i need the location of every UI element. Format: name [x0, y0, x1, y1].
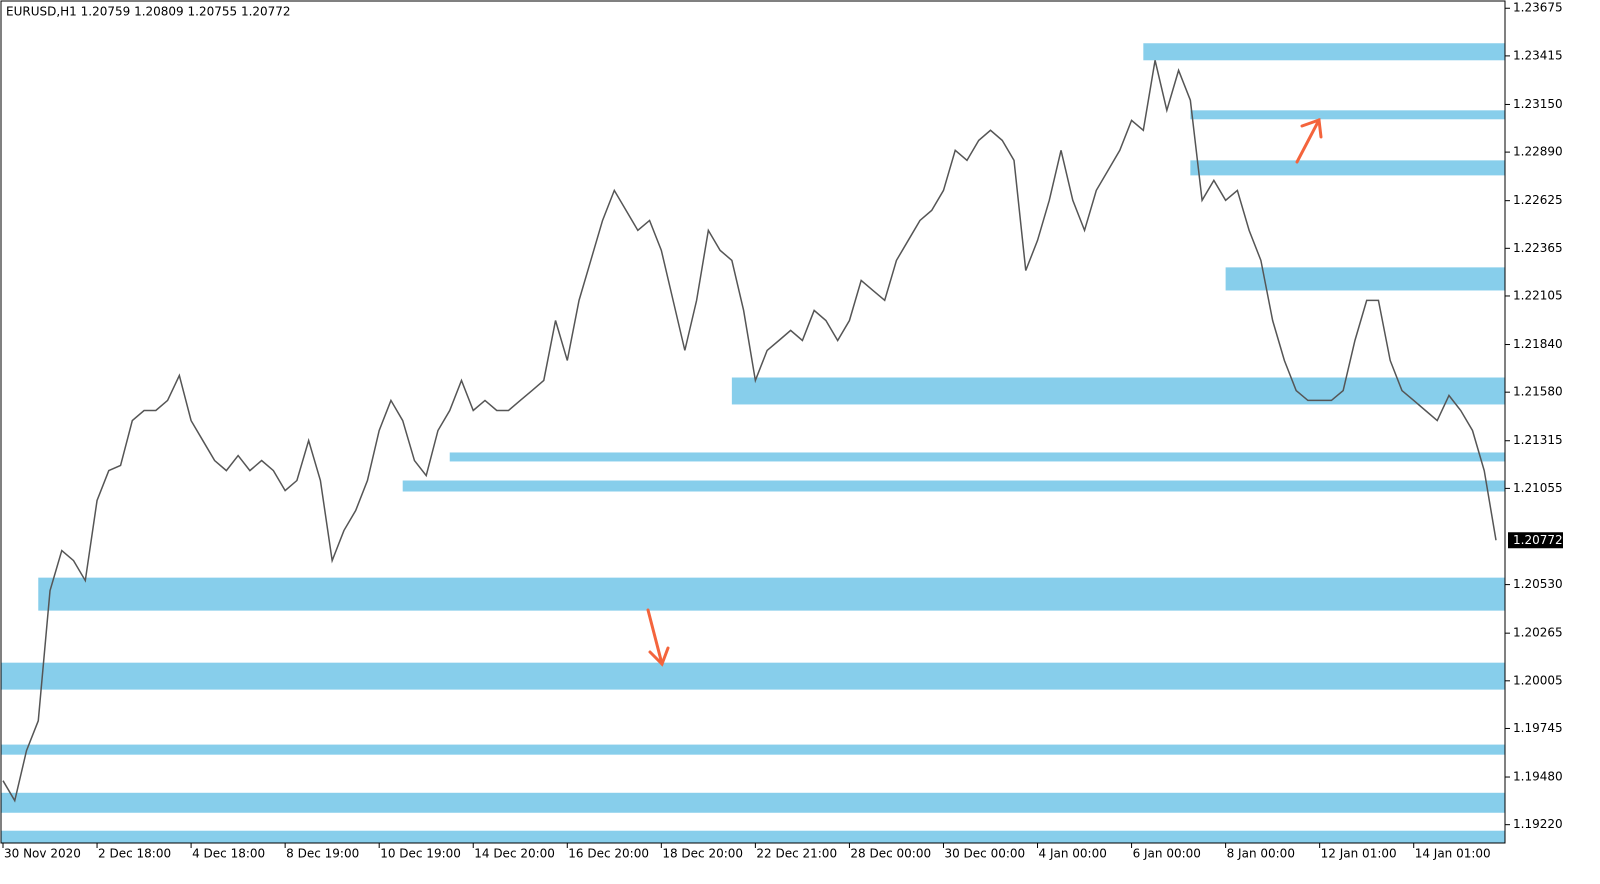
x-tick-label: 28 Dec 00:00 [850, 847, 931, 861]
y-tick-label: 1.21840 [1513, 337, 1563, 351]
x-tick-label: 30 Dec 00:00 [944, 847, 1025, 861]
annotation-arrow-up [1295, 117, 1323, 164]
annotation-arrow-down [646, 608, 670, 667]
zone [1, 662, 1505, 690]
y-tick-label: 1.20265 [1513, 626, 1563, 640]
y-tick-label: 1.22105 [1513, 288, 1563, 302]
zone [1190, 160, 1505, 176]
y-tick-label: 1.22625 [1513, 193, 1563, 207]
y-tick-label: 1.22890 [1513, 145, 1563, 159]
x-tick-label: 18 Dec 20:00 [662, 847, 743, 861]
zone [1190, 110, 1505, 120]
zone [38, 577, 1506, 611]
y-tick-label: 1.21315 [1513, 433, 1563, 447]
y-tick-label: 1.22365 [1513, 241, 1563, 255]
x-tick-label: 8 Dec 19:00 [286, 847, 359, 861]
zone [1225, 267, 1505, 291]
last-price-box [1508, 532, 1563, 549]
zone [1143, 43, 1505, 61]
price-line [2, 60, 1497, 803]
x-tick-label: 30 Nov 2020 [4, 847, 81, 861]
x-tick-label: 14 Jan 01:00 [1415, 847, 1491, 861]
y-tick-label: 1.19220 [1513, 817, 1563, 831]
x-tick-label: 6 Jan 00:00 [1133, 847, 1201, 861]
y-tick-label: 1.23675 [1513, 1, 1563, 15]
zone [449, 452, 1506, 462]
x-tick-label: 22 Dec 21:00 [756, 847, 837, 861]
zone [1, 830, 1505, 843]
y-tick-label: 1.23150 [1513, 97, 1563, 111]
y-tick-label: 1.20005 [1513, 673, 1563, 687]
y-tick-label: 1.21580 [1513, 385, 1563, 399]
x-tick-label: 4 Dec 18:00 [192, 847, 265, 861]
zone [402, 480, 1505, 492]
zone [731, 377, 1505, 405]
chart-title: EURUSD,H1 1.20759 1.20809 1.20755 1.2077… [6, 5, 291, 19]
y-tick-label: 1.21055 [1513, 481, 1563, 495]
y-tick-label: 1.19745 [1513, 721, 1563, 735]
last-price-label: 1.20772 [1513, 533, 1563, 547]
y-tick-label: 1.23415 [1513, 48, 1563, 62]
x-tick-label: 16 Dec 20:00 [568, 847, 649, 861]
zone [1, 744, 1505, 755]
x-tick-label: 10 Dec 19:00 [380, 847, 461, 861]
series [2, 60, 1497, 803]
y-tick-label: 1.19480 [1513, 770, 1563, 784]
x-tick-label: 4 Jan 00:00 [1039, 847, 1107, 861]
x-tick-label: 12 Jan 01:00 [1321, 847, 1397, 861]
x-tick-label: 2 Dec 18:00 [98, 847, 171, 861]
x-tick-label: 8 Jan 00:00 [1227, 847, 1295, 861]
zone [1, 792, 1505, 813]
y-tick-label: 1.20530 [1513, 577, 1563, 591]
zones [1, 43, 1506, 843]
plot-frame [0, 0, 1506, 844]
x-tick-label: 14 Dec 20:00 [474, 847, 555, 861]
